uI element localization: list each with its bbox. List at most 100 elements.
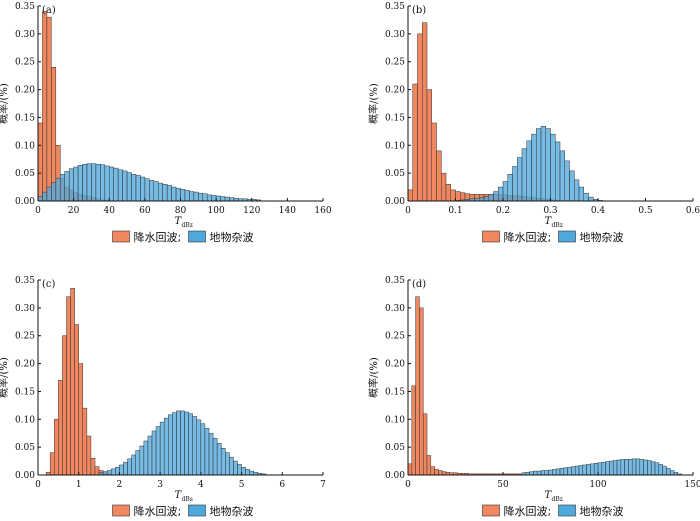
x-tick-label: 1 [76, 480, 82, 490]
x-axis-label-subscript: dBz [182, 222, 193, 229]
clutter-bar [582, 464, 587, 476]
clutter-bar [609, 460, 614, 476]
clutter-bar [586, 464, 591, 476]
x-tick-label: 0.2 [496, 206, 510, 216]
clutter-bar [208, 432, 214, 476]
precip-bar [426, 89, 432, 202]
y-tick-label: 0.15 [15, 113, 35, 123]
clutter-bar [488, 194, 494, 202]
precip-bar [58, 380, 63, 476]
clutter-bar [237, 464, 242, 476]
clutter-bar [544, 470, 549, 476]
x-tick-label: 0.6 [686, 206, 700, 216]
clutter-bar [493, 191, 499, 202]
clutter-bar [529, 471, 534, 476]
precip-bar [412, 83, 418, 202]
y-tick-label: 0.20 [15, 86, 35, 96]
y-tick-label: 0.30 [385, 30, 405, 40]
legend-label-clutter: 地物杂波 [210, 504, 254, 518]
clutter-bar [198, 192, 204, 202]
legend-swatch-clutter [188, 504, 206, 517]
clutter-bar [60, 174, 65, 202]
y-tick-label: 0.35 [15, 276, 35, 286]
y-tick-label: 0.00 [385, 471, 405, 481]
clutter-bar [86, 163, 92, 202]
clutter-bar [135, 175, 141, 202]
panel-tag: (d) [412, 279, 426, 290]
x-tick-label: 160 [314, 206, 331, 216]
legend-label-precip: 降水回波; [134, 504, 182, 518]
clutter-bar [166, 185, 172, 202]
clutter-bar [620, 459, 625, 476]
clutter-bar [550, 133, 556, 202]
legend-label-precip: 降水回波; [504, 230, 552, 244]
clutter-bar [115, 466, 120, 476]
precip-bar [74, 324, 79, 476]
x-tick-label: 120 [243, 206, 260, 216]
precip-bar [66, 296, 71, 476]
clutter-bar [583, 192, 589, 202]
clutter-bar [109, 166, 114, 202]
clutter-bar [574, 179, 580, 202]
y-tick-label: 0.25 [385, 58, 405, 68]
clutter-bar [658, 464, 663, 476]
x-tick-label: 0 [405, 480, 411, 490]
clutter-bar [507, 174, 513, 202]
clutter-bar [163, 417, 169, 476]
precip-bar [417, 33, 423, 202]
clutter-bar [176, 410, 181, 476]
x-tick-label: 60 [139, 206, 151, 216]
chart-panel-2: 0.00 0.05 0.10 0.15 0.20 0.25 0.30 0.35 0 0.1 0.2 0… [367, 2, 700, 244]
y-tick-label: 0.35 [15, 2, 35, 12]
precip-bar [62, 335, 67, 476]
clutter-bar [245, 469, 250, 476]
clutter-bar [249, 470, 255, 476]
clutter-bar [180, 189, 186, 202]
x-axis-label-subscript: dBz [552, 222, 563, 229]
clutter-bar [64, 171, 70, 202]
clutter-bar [241, 466, 246, 476]
precip-bar [411, 385, 416, 476]
clutter-bar [211, 195, 217, 202]
clutter-bar [91, 163, 97, 202]
y-tick-label: 0.35 [385, 276, 405, 286]
x-axis-label: T [545, 490, 553, 501]
clutter-bar [502, 181, 508, 202]
clutter-bar [548, 469, 553, 476]
clutter-bar [143, 440, 149, 476]
y-tick-label: 0.00 [15, 471, 35, 481]
precip-bar [419, 307, 424, 476]
x-tick-label: 20 [68, 206, 80, 216]
precip-bar [431, 122, 437, 202]
clutter-bar [73, 166, 79, 202]
y-tick-label: 0.05 [15, 169, 35, 179]
y-axis-label: 概率/(%) [0, 83, 10, 124]
y-tick-label: 0.15 [385, 113, 405, 123]
clutter-bar [628, 459, 633, 476]
y-tick-label: 0.25 [15, 58, 35, 68]
x-axis-label: T [175, 216, 183, 227]
legend-swatch-precip [112, 230, 130, 243]
legend-swatch-clutter [558, 504, 576, 517]
panel-tag: (a) [42, 5, 56, 16]
x-tick-label: 6 [279, 480, 285, 490]
y-tick-label: 0.25 [385, 332, 405, 342]
clutter-bar [555, 468, 561, 476]
x-tick-label: 7 [320, 480, 326, 490]
clutter-bar [46, 186, 52, 202]
clutter-bar [171, 186, 177, 202]
precip-bar [430, 466, 435, 476]
clutter-bar [578, 186, 584, 202]
clutter-bar [144, 178, 150, 202]
clutter-bar [563, 467, 568, 476]
clutter-bar [483, 196, 489, 202]
clutter-bar [192, 416, 198, 476]
y-tick-label: 0.10 [385, 415, 405, 425]
clutter-bar [545, 128, 551, 202]
x-tick-label: 0.3 [543, 206, 558, 216]
clutter-bar [172, 412, 177, 476]
clutter-bar [117, 169, 123, 202]
panel-tag: (c) [42, 279, 56, 290]
clutter-bar [220, 448, 226, 476]
clutter-bar [540, 470, 546, 476]
